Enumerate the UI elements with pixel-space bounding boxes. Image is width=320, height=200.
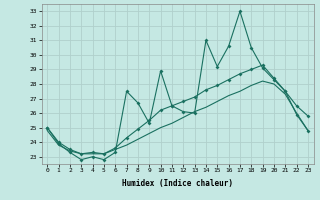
X-axis label: Humidex (Indice chaleur): Humidex (Indice chaleur) <box>122 179 233 188</box>
